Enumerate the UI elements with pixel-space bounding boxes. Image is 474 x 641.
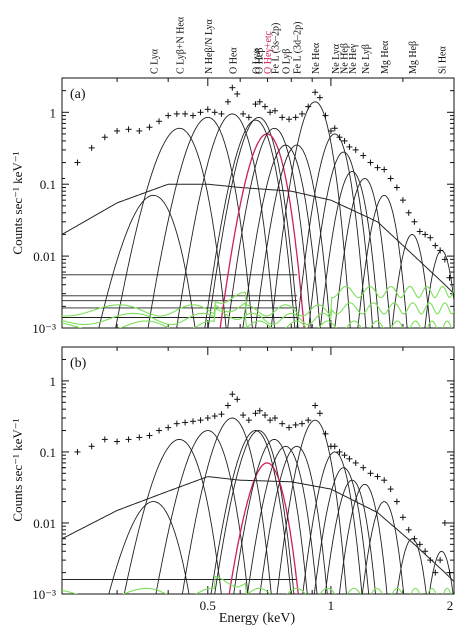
line-component	[255, 144, 331, 328]
line-component	[108, 501, 190, 594]
spectrum-panel: 1 0.1 0.01 10⁻³ (a)	[32, 77, 455, 336]
y-tick-label: 1	[50, 374, 57, 389]
line-id-label: N Heβ/N Lyα	[204, 18, 215, 74]
line-id-label: C Lyα	[149, 48, 160, 74]
y-tick-label: 10⁻³	[32, 321, 56, 336]
continuum-curve	[62, 183, 454, 295]
line-id-label: O Heγ+etc	[263, 30, 274, 74]
line-id-label: Si Heα	[438, 46, 449, 75]
line-component	[98, 194, 196, 328]
continuum-curve	[62, 476, 454, 582]
line-component	[181, 417, 272, 594]
line-component	[214, 430, 295, 594]
residual-curve	[62, 285, 454, 317]
line-id-label: O Heα	[228, 47, 239, 74]
spectrum-panel: 1 0.1 0.01 10⁻³ 0.5 1 2 (b)	[32, 346, 455, 613]
y-tick-label: 0.1	[40, 177, 56, 192]
line-component	[361, 501, 405, 594]
plot-frame	[61, 77, 455, 329]
x-tick-label: 1	[328, 598, 335, 613]
line-component	[115, 127, 227, 328]
y-tick-label: 0.01	[33, 516, 56, 531]
residual-curve	[62, 308, 453, 328]
y-tick-label: 1	[50, 105, 57, 120]
line-id-label: O Heβ	[255, 48, 266, 74]
line-component	[270, 101, 351, 328]
line-component	[207, 116, 299, 328]
line-component	[242, 144, 321, 328]
line-id-label: Mg Heα	[380, 40, 391, 74]
y-tick-label: 0.1	[40, 445, 56, 460]
x-axis-label: Energy (keV)	[219, 611, 296, 626]
panel-label: (a)	[70, 87, 86, 102]
line-component	[319, 171, 380, 328]
line-component	[338, 483, 388, 594]
line-component	[227, 127, 312, 328]
line-component	[334, 178, 391, 328]
y-tick-label: 0.01	[33, 249, 56, 264]
line-component	[204, 119, 296, 328]
highlighted-line-component	[228, 462, 299, 594]
line-id-label: O Lyβ	[282, 49, 293, 74]
line-component	[210, 430, 292, 594]
line-id-label: Mg Heβ	[408, 41, 419, 74]
line-component	[302, 451, 363, 594]
y-axis-label: Counts sec⁻¹ keV⁻¹	[10, 418, 25, 521]
plot-area	[62, 391, 454, 594]
x-tick-label: 2	[447, 598, 454, 613]
line-id-label: O Lyα	[252, 48, 263, 74]
line-id-label: Ne Heγ	[348, 43, 359, 74]
line-id-label: Fe L (3s–2p)	[270, 23, 281, 74]
y-axis-label: Counts sec⁻¹ keV⁻¹	[10, 151, 25, 254]
line-id-label: Ne Heβ	[340, 43, 351, 74]
plot-area	[62, 84, 454, 328]
highlighted-line-component	[219, 133, 305, 328]
x-tick-label: 0.5	[200, 598, 216, 613]
residual-curve	[62, 575, 452, 594]
residual-curve	[62, 301, 454, 326]
line-component	[233, 438, 308, 594]
line-id-label: Ne Heα	[311, 42, 322, 74]
line-component	[123, 438, 222, 594]
line-component	[176, 113, 276, 328]
line-id-label: Ne Lyα	[331, 43, 342, 74]
line-component	[259, 445, 328, 594]
line-component	[313, 467, 370, 594]
line-id-label: C Lyβ+N Heα	[175, 16, 186, 74]
line-id-label: Ne Lyβ	[361, 44, 372, 74]
y-tick-label: 10⁻³	[32, 587, 56, 602]
line-id-label: Fe L (3d–2p)	[293, 22, 304, 74]
line-component	[247, 445, 318, 594]
line-component	[357, 194, 408, 328]
line-component	[276, 419, 347, 594]
panel-label: (b)	[70, 356, 87, 371]
